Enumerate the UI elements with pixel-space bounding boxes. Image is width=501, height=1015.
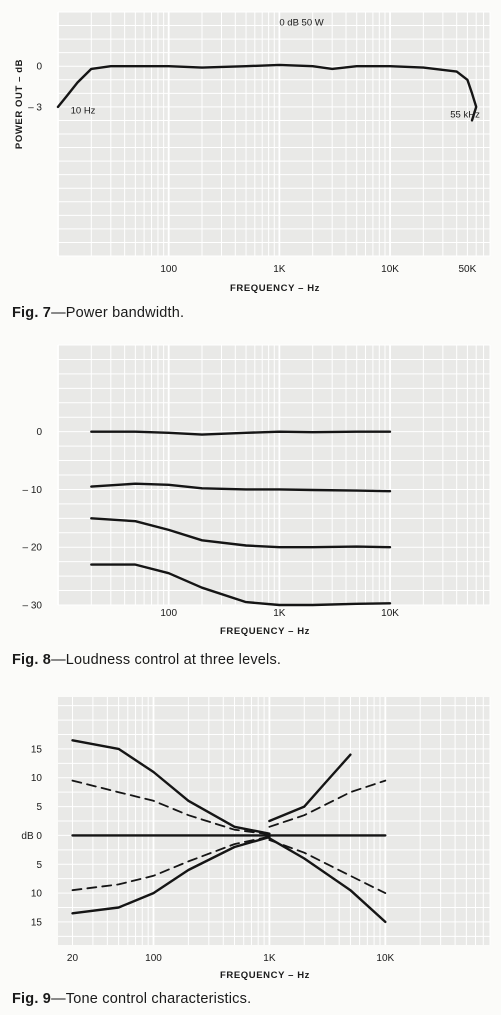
figure-8-number: Fig. 8	[12, 652, 52, 668]
x-tick-label: 20	[67, 953, 79, 964]
annotation: 10 Hz	[71, 106, 96, 117]
y-tick-label: – 30	[23, 601, 43, 612]
annotation: 0 dB 50 W	[279, 18, 323, 29]
x-tick-label: 10K	[376, 953, 394, 964]
dashed-curve	[71, 835, 271, 892]
solid-curve	[71, 835, 271, 915]
y-tick-label: 15	[31, 917, 43, 928]
solid-curve	[268, 837, 387, 924]
figure-7-caption: Fig. 7—Power bandwidth.	[12, 305, 184, 321]
y-tick-label: – 10	[23, 485, 43, 496]
figure-9-caption: Fig. 9—Tone control characteristics.	[12, 991, 251, 1007]
y-axis-label: POWER OUT – dB	[14, 59, 25, 149]
figure-8: 0 – 10 – 20 – 30 100 1K 10K FREQUENCY – Hz Fig.…	[0, 335, 501, 675]
solid-curve	[268, 753, 352, 823]
x-tick-label: 10K	[381, 608, 399, 619]
solid-curve	[71, 739, 271, 835]
y-tick-label: 10	[31, 889, 43, 900]
x-tick-label: 50K	[459, 264, 477, 275]
dashed-curve	[71, 779, 271, 836]
figure-9: 15 10 5 dB 0 5 10 15 20 100 1K 10K FREQUENCY – Hz F…	[0, 685, 501, 1015]
figure-7-caption-text: —Power bandwidth.	[51, 305, 185, 321]
x-axis-label: FREQUENCY – Hz	[220, 626, 310, 637]
power-bandwidth-chart: 0 – 3 100 1K 10K 50K FREQUENCY – Hz POWER OUT –…	[14, 11, 491, 294]
dashed-curve	[268, 779, 387, 828]
figure-9-number: Fig. 9	[12, 991, 52, 1007]
y-tick-label: – 20	[23, 543, 43, 554]
y-tick-label: 0	[36, 427, 42, 438]
figure-8-caption: Fig. 8—Loudness control at three levels.	[12, 652, 281, 668]
dashed-curve	[268, 839, 387, 894]
x-tick-label: 10K	[381, 264, 399, 275]
y-tick-label: – 3	[28, 102, 42, 113]
x-tick-label: 1K	[263, 953, 276, 964]
x-tick-label: 100	[160, 608, 177, 619]
tone-control-chart: 15 10 5 dB 0 5 10 15 20 100 1K 10K FREQUENCY – Hz	[21, 697, 491, 981]
solid-curve	[56, 63, 478, 122]
annotation: 55 kHz	[450, 110, 480, 121]
y-tick-label: 10	[31, 773, 43, 784]
x-tick-label: 100	[145, 953, 162, 964]
y-tick-label: 5	[36, 860, 42, 871]
solid-curve	[90, 517, 392, 549]
x-axis-label: FREQUENCY – Hz	[220, 970, 310, 981]
loudness-chart: 0 – 10 – 20 – 30 100 1K 10K FREQUENCY – Hz	[23, 344, 491, 637]
y-tick-label: 0	[36, 62, 42, 73]
solid-curve	[90, 482, 392, 493]
y-tick-label: 15	[31, 744, 43, 755]
figure-8-caption-text: —Loudness control at three levels.	[51, 652, 282, 668]
solid-curve	[90, 563, 392, 607]
figure-7: 0 – 3 100 1K 10K 50K FREQUENCY – Hz POWER OUT –…	[0, 0, 501, 330]
figure-7-number: Fig. 7	[12, 305, 52, 321]
solid-curve	[90, 430, 392, 436]
grid	[58, 697, 491, 945]
figure-9-caption-text: —Tone control characteristics.	[51, 991, 252, 1007]
y-tick-label: dB 0	[21, 831, 42, 842]
x-tick-label: 1K	[273, 608, 286, 619]
y-tick-label: 5	[36, 802, 42, 813]
x-tick-label: 100	[160, 264, 177, 275]
x-axis-label: FREQUENCY – Hz	[230, 283, 320, 294]
grid	[57, 11, 491, 257]
x-tick-label: 1K	[273, 264, 286, 275]
